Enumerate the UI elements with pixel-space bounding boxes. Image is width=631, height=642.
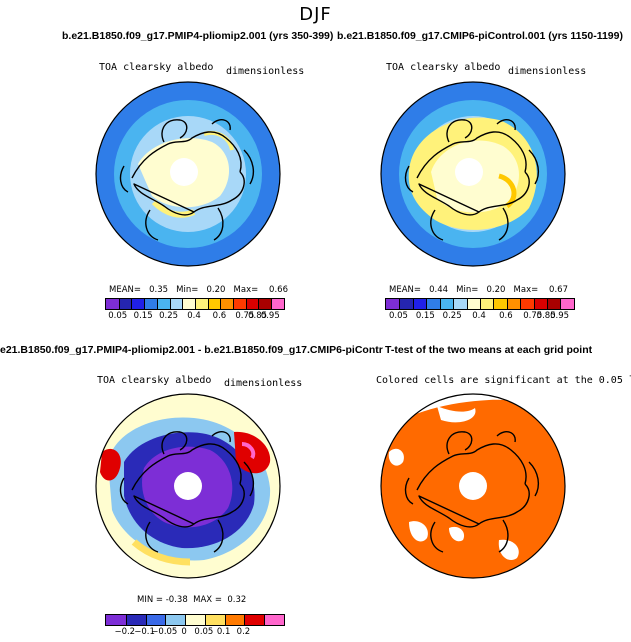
- colorbar-tick-label: 0: [181, 627, 187, 637]
- colorbar-swatch: [479, 299, 494, 309]
- colorbar-swatch: [185, 615, 205, 625]
- colorbar-swatch: [560, 299, 574, 309]
- colorbar-swatch: [533, 299, 548, 309]
- colorbar-tick-label: 0.15: [133, 311, 153, 321]
- min-label: Min=: [456, 285, 479, 295]
- colorbar-tick-label: −0.1: [134, 627, 155, 637]
- colorbar-tick-label: 0.4: [187, 311, 201, 321]
- colorbar-swatch: [194, 299, 208, 309]
- colorbar-tick-label: 0.6: [212, 311, 227, 321]
- colorbar-swatch: [412, 299, 427, 309]
- colorbar-swatch: [520, 299, 534, 309]
- colorbar-tick-label: 0.95: [550, 311, 570, 321]
- colorbar-swatch: [466, 299, 480, 309]
- colorbar-swatch: [125, 615, 146, 625]
- colorbar-swatch: [399, 299, 413, 309]
- colorbar-swatch: [547, 299, 561, 309]
- stats-difference: MIN = -0.38 MAX = 0.32: [137, 595, 246, 605]
- stats-pliomip: MEAN= 0.35 Min= 0.20 Max= 0.66: [109, 285, 288, 295]
- colorbar-swatch: [182, 299, 195, 309]
- stats-picontrol: MEAN= 0.44 Min= 0.20 Max= 0.67: [389, 285, 568, 295]
- colorbar-tick-label: 0.25: [442, 311, 462, 321]
- season-title: DJF: [299, 4, 332, 25]
- colorbar-swatch: [207, 299, 221, 309]
- colorbar-swatch: [453, 299, 467, 309]
- max-label: MAX =: [193, 595, 222, 605]
- colorbar-swatch: [224, 615, 245, 625]
- variable-label-picontrol: TOA clearsky albedo: [386, 62, 501, 73]
- colorbar-swatch: [204, 615, 225, 625]
- max-value: 0.32: [227, 595, 247, 605]
- max-value: 0.66: [269, 285, 288, 295]
- units-label-pliomip: dimensionless: [226, 66, 305, 77]
- colorbar-swatch: [131, 299, 145, 309]
- min-value: -0.38: [165, 595, 188, 605]
- colorbar-swatch: [426, 299, 440, 309]
- colorbar-swatch: [245, 299, 259, 309]
- panel-title-picontrol: b.e21.B1850.f09_g17.CMIP6-piControl.001 …: [337, 30, 623, 42]
- colorbar-difference: [105, 614, 285, 626]
- mean-value: 0.44: [429, 285, 449, 295]
- colorbar-pliomip: [105, 298, 285, 310]
- colorbar-picontrol: [385, 298, 575, 310]
- colorbar-tick-label: 0.05: [388, 311, 408, 321]
- colorbar-swatch: [220, 299, 234, 309]
- colorbar-swatch: [145, 615, 166, 625]
- variable-label-difference: TOA clearsky albedo: [97, 375, 212, 386]
- colorbar-swatch: [144, 299, 157, 309]
- panel-title-difference: e21.B1850.f09_g17.PMIP4-pliomip2.001 - b…: [0, 344, 413, 356]
- min-value: 0.20: [486, 285, 506, 295]
- significance-note: Colored cells are significant at the 0.0…: [376, 375, 631, 386]
- colorbar-tick-label: 0.1: [216, 627, 231, 637]
- colorbar-tick-label: 0.15: [415, 311, 435, 321]
- colorbar-tick-label: 0.85: [248, 311, 268, 321]
- mean-label: MEAN=: [109, 285, 141, 295]
- colorbar-swatch: [264, 615, 284, 625]
- polar-map-picontrol: [380, 81, 566, 267]
- colorbar-swatch: [156, 299, 170, 309]
- variable-label-pliomip: TOA clearsky albedo: [99, 62, 214, 73]
- colorbar-swatch: [106, 299, 119, 309]
- colorbar-swatch: [106, 615, 126, 625]
- min-label: Min=: [176, 285, 199, 295]
- colorbar-swatch: [506, 299, 521, 309]
- colorbar-tick-label: 0.6: [499, 311, 513, 321]
- colorbar-swatch: [165, 615, 186, 625]
- colorbar-swatch: [439, 299, 454, 309]
- colorbar-swatch: [244, 615, 265, 625]
- colorbar-swatch: [493, 299, 507, 309]
- polar-map-pliomip: [95, 81, 281, 267]
- colorbar-swatch: [233, 299, 246, 309]
- colorbar-swatch: [258, 299, 272, 309]
- min-label: MIN =: [137, 595, 164, 605]
- colorbar-tick-label: 0.2: [236, 627, 251, 637]
- max-value: 0.67: [549, 285, 568, 295]
- polar-map-difference: [95, 393, 281, 579]
- colorbar-tick-label: 0.05: [108, 311, 128, 321]
- max-label: Max=: [513, 285, 539, 295]
- max-label: Max=: [233, 285, 259, 295]
- colorbar-tick-label: 0.25: [159, 311, 179, 321]
- colorbar-swatch: [169, 299, 183, 309]
- units-label-picontrol: dimensionless: [508, 66, 587, 77]
- colorbar-tick-label: 0.95: [260, 311, 280, 321]
- colorbar-tick-label: 0.85: [536, 311, 556, 321]
- panel-title-pliomip: b.e21.B1850.f09_g17.PMIP4-pliomip2.001 (…: [62, 30, 334, 42]
- colorbar-tick-label: −0.05: [151, 627, 178, 637]
- colorbar-tick-label: −0.2: [114, 627, 136, 637]
- panel-title-ttest: T-test of the two means at each grid poi…: [383, 344, 593, 356]
- colorbar-swatch: [118, 299, 132, 309]
- mean-label: MEAN=: [389, 285, 421, 295]
- colorbar-tick-label: 0.75: [235, 311, 255, 321]
- colorbar-swatch: [386, 299, 400, 309]
- colorbar-tick-label: 0.4: [472, 311, 486, 321]
- units-label-difference: dimensionless: [224, 378, 303, 389]
- min-value: 0.20: [206, 285, 226, 295]
- colorbar-swatch: [271, 299, 284, 309]
- colorbar-tick-label: 0.75: [523, 311, 543, 321]
- polar-map-significance: [380, 393, 566, 579]
- mean-value: 0.35: [149, 285, 169, 295]
- colorbar-tick-label: 0.05: [194, 627, 214, 637]
